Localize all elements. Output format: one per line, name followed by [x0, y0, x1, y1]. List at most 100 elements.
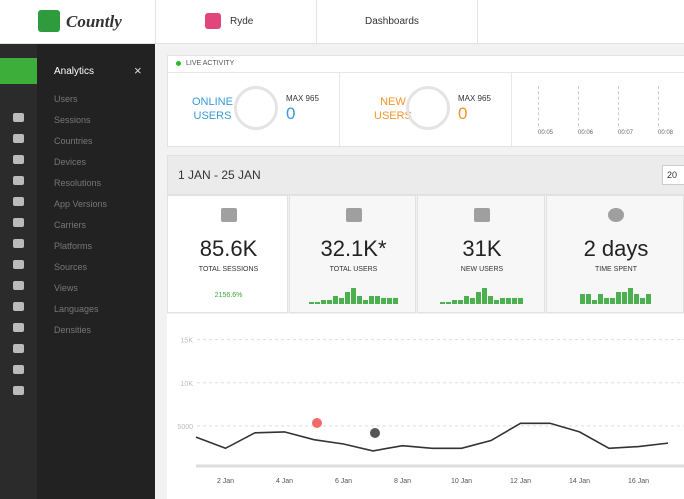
- online-label: ONLINE USERS: [192, 95, 233, 123]
- new-max: MAX 965: [458, 94, 491, 103]
- stat-value: 2 days: [583, 236, 649, 261]
- stat-label: TOTAL USERS: [329, 266, 378, 273]
- stat-icon: [608, 208, 624, 222]
- time-label: 00:07: [618, 130, 634, 136]
- new-label: NEW USERS: [374, 95, 412, 123]
- nav-item[interactable]: Densities: [54, 325, 92, 335]
- divider: [316, 0, 317, 43]
- nav-item[interactable]: Devices: [54, 157, 87, 167]
- online-label-2: USERS: [193, 110, 232, 122]
- spark-bar: [392, 298, 398, 304]
- x-tick-label: 16 Jan: [628, 478, 649, 485]
- note-marker: [370, 428, 380, 438]
- stat-card[interactable]: 2 days TIME SPENT: [546, 195, 684, 313]
- live-panel: LIVE ACTIVITY ONLINE USERS MAX 965 0 NEW U…: [167, 55, 684, 147]
- nav-icon[interactable]: [13, 134, 24, 143]
- x-tick-label: 10 Jan: [451, 478, 472, 485]
- nav-icon[interactable]: [13, 176, 24, 185]
- divider: [477, 0, 478, 43]
- nav-icon[interactable]: [13, 113, 24, 122]
- nav-item[interactable]: Languages: [54, 304, 99, 314]
- stat-card[interactable]: 31K NEW USERS: [417, 195, 545, 313]
- nav-icon[interactable]: [13, 323, 24, 332]
- nav-icon[interactable]: [13, 281, 24, 290]
- chart: 5000 10K 15K 2 Jan 4 Jan 6 Jan 8 Jan 10 Jan 12 J…: [167, 314, 684, 499]
- nav-item[interactable]: App Versions: [54, 199, 108, 209]
- spark-bar: [598, 294, 603, 304]
- new-label-2: USERS: [374, 110, 412, 122]
- stat-trend: 2156.6%: [214, 292, 243, 299]
- spark-bar: [494, 300, 499, 304]
- stat-icon: [474, 208, 490, 222]
- time-label: 00:06: [578, 130, 594, 136]
- date-button[interactable]: 20: [662, 165, 684, 185]
- spark-bar: [634, 294, 639, 304]
- x-tick-label: 8 Jan: [394, 478, 411, 485]
- spark-bar: [512, 298, 517, 304]
- spark-bar: [446, 302, 451, 304]
- spark-bar: [646, 294, 651, 304]
- spark-bar: [314, 302, 320, 304]
- nav-icon[interactable]: [13, 365, 24, 374]
- dashboards-menu[interactable]: Dashboards: [365, 16, 419, 27]
- y-tick-label: 15K: [181, 338, 194, 345]
- spark-bar: [518, 298, 523, 304]
- logo-icon: [38, 10, 60, 32]
- spark-bar: [356, 296, 362, 304]
- nav-icon[interactable]: [13, 197, 24, 206]
- nav-icon[interactable]: [13, 155, 24, 164]
- spark-bar: [500, 298, 505, 304]
- nav-item[interactable]: Platforms: [54, 241, 93, 251]
- spark-bar: [470, 298, 475, 304]
- nav-icon[interactable]: [13, 302, 24, 311]
- spark-bar: [320, 300, 326, 304]
- spark-bar: [506, 298, 511, 304]
- spark-bar: [488, 296, 493, 304]
- stat-card[interactable]: 32.1K* TOTAL USERS: [289, 195, 416, 313]
- active-icon[interactable]: [0, 58, 37, 84]
- spark-bar: [640, 298, 645, 304]
- spark-bar: [464, 296, 469, 304]
- spark-bar: [592, 300, 597, 304]
- time-tick: [578, 86, 580, 126]
- spark-bar: [344, 292, 350, 304]
- spark-bar: [308, 302, 314, 304]
- nav-icon[interactable]: [13, 218, 24, 227]
- nav-item[interactable]: Sessions: [54, 115, 91, 125]
- stat-icon: [220, 208, 237, 222]
- logo-text: Countly: [66, 12, 122, 31]
- spark-bar: [338, 298, 344, 304]
- nav-icon[interactable]: [13, 386, 24, 395]
- nav-item[interactable]: Sources: [54, 262, 88, 272]
- spark-bar: [440, 302, 445, 304]
- app-icon[interactable]: [205, 13, 221, 29]
- stat-value: 32.1K*: [320, 236, 387, 261]
- spark-bar: [362, 300, 368, 304]
- divider: [339, 73, 340, 146]
- online-value: 0: [286, 104, 296, 123]
- nav-item[interactable]: Resolutions: [54, 178, 102, 188]
- spark-bar: [386, 298, 392, 304]
- y-tick-label: 5000: [177, 424, 193, 431]
- online-label-1: ONLINE: [192, 96, 233, 108]
- nav-item[interactable]: Views: [54, 283, 78, 293]
- app-name[interactable]: Ryde: [230, 16, 254, 27]
- nav-icon[interactable]: [13, 260, 24, 269]
- nav-icon[interactable]: [13, 344, 24, 353]
- x-tick-label: 2 Jan: [217, 478, 234, 485]
- spark-bar: [580, 294, 585, 304]
- nav-item[interactable]: Carriers: [54, 220, 87, 230]
- line: [195, 422, 669, 452]
- nav-item[interactable]: Users: [54, 94, 78, 104]
- stat-card[interactable]: 85.6K TOTAL SESSIONS 2156.6%: [167, 195, 288, 313]
- spark-bar: [332, 296, 338, 304]
- nav-item[interactable]: Countries: [54, 136, 93, 146]
- note-marker: [312, 418, 322, 428]
- time-label: 00:08: [658, 130, 674, 136]
- stat-label: TIME SPENT: [594, 266, 637, 273]
- nav-icon[interactable]: [13, 239, 24, 248]
- close-icon[interactable]: ×: [134, 63, 142, 78]
- stat-label: TOTAL SESSIONS: [198, 266, 259, 273]
- x-tick-label: 6 Jan: [335, 478, 352, 485]
